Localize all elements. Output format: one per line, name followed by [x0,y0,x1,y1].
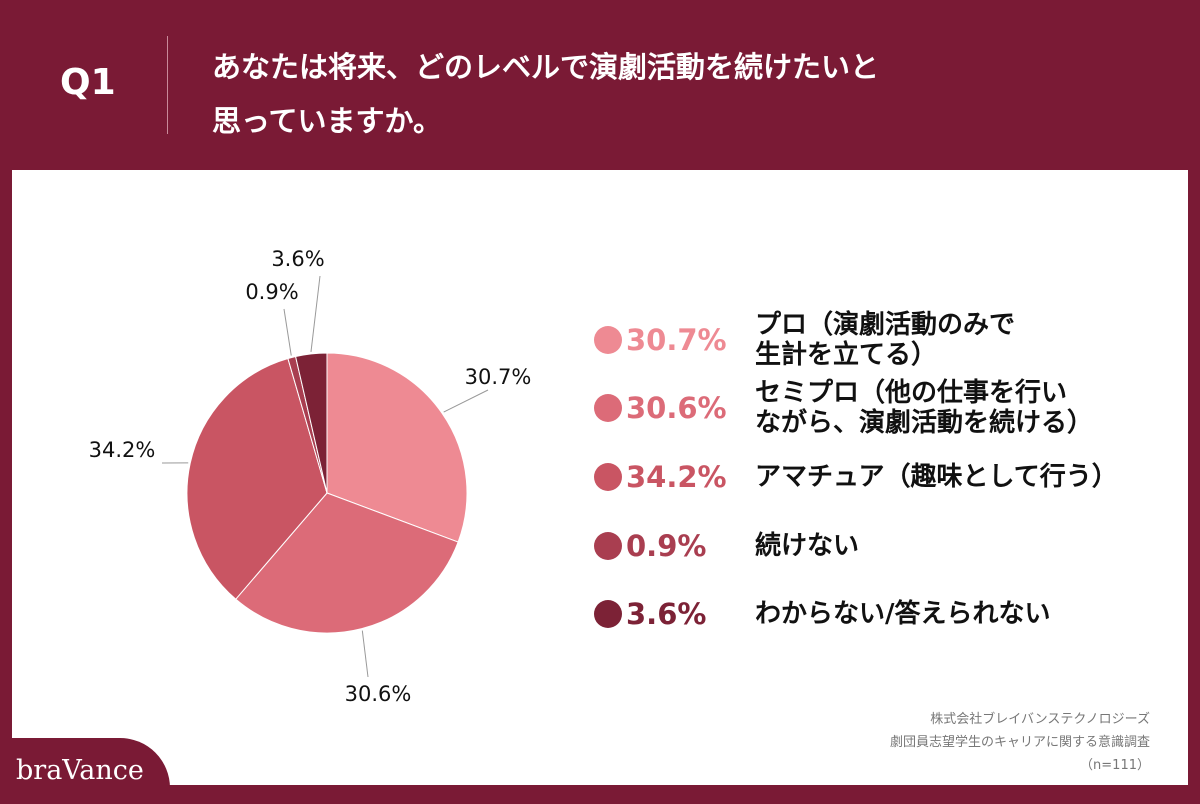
source-line: 劇団員志望学生のキャリアに関する意識調査 [890,731,1150,754]
data-label: 34.2% [89,438,156,462]
legend-value: 3.6% [626,597,706,631]
legend-marker [594,326,622,354]
brand: braVance [0,738,170,800]
legend-value: 34.2% [626,460,727,494]
source-line: 株式会社ブレイバンステクノロジーズ [890,708,1150,731]
legend-label: セミプロ（他の仕事を行い ながら、演劇活動を続ける） [755,378,1093,438]
legend-marker [594,463,622,491]
source-line: （n=111） [890,754,1150,777]
legend-marker [594,394,622,422]
legend-label: 続けない [755,531,859,561]
legend-label: わからない/答えられない [755,599,1051,629]
source: 株式会社ブレイバンステクノロジーズ 劇団員志望学生のキャリアに関する意識調査 （… [890,708,1150,777]
leader-line [311,276,320,352]
legend-value: 0.9% [626,529,706,563]
legend-label: プロ（演劇活動のみで 生計を立てる） [755,310,1015,370]
legend-marker [594,600,622,628]
data-label: 30.7% [465,365,532,389]
data-label: 30.6% [345,682,412,706]
leader-line [362,631,368,677]
legend-label: アマチュア（趣味として行う） [755,462,1118,492]
legend-marker [594,532,622,560]
data-label: 3.6% [271,247,324,271]
leader-line [444,390,488,412]
leader-line [284,309,291,356]
legend-value: 30.6% [626,391,727,425]
legend-value: 30.7% [626,323,727,357]
data-label: 0.9% [245,280,298,304]
